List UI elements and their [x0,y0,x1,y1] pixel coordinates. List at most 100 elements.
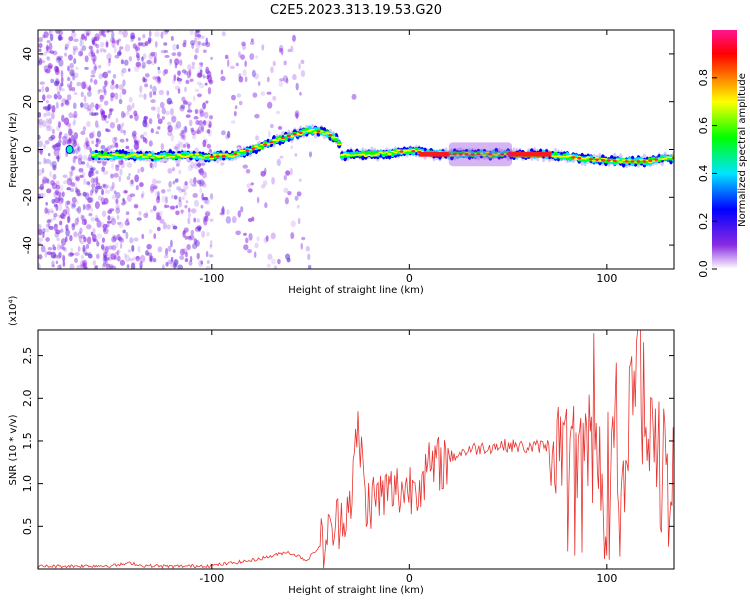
noise-speckle [81,234,86,239]
ridge-segment [488,155,493,157]
ridge-core [589,158,594,161]
noise-speckle [139,254,146,263]
noise-speckle [122,30,128,38]
noise-speckle [141,65,145,69]
ridge-segment [283,136,289,140]
noise-speckle [96,241,100,247]
noise-speckle [46,44,49,52]
noise-speckle [126,105,132,112]
noise-speckle [277,126,283,130]
ridge-segment [360,153,366,156]
noise-speckle [234,105,238,110]
noise-speckle [79,240,85,245]
noise-speckle [106,30,110,33]
noise-speckle [165,248,169,256]
noise-speckle [287,191,292,196]
noise-speckle [260,91,266,96]
noise-speckle [221,31,226,37]
ridge-band [419,151,449,157]
noise-speckle [300,59,305,65]
noise-speckle [62,140,67,146]
noise-speckle [65,228,71,237]
noise-speckle [60,238,67,246]
noise-speckle [187,217,191,225]
noise-speckle [86,224,92,230]
noise-speckle [283,187,289,194]
noise-speckle [77,145,81,153]
noise-speckle [70,73,75,78]
ridge-segment [485,151,490,154]
noise-speckle [163,255,169,259]
noise-speckle [237,210,241,218]
ridge-core [245,149,250,152]
noise-speckle [75,222,79,226]
noise-speckle [172,43,177,51]
noise-speckle [44,177,50,184]
noise-speckle [256,196,260,204]
noise-speckle [93,36,97,42]
ridge-segment [594,156,600,160]
noise-speckle [56,204,63,211]
noise-speckle [192,133,197,140]
noise-speckle [161,189,166,194]
noise-speckle [56,237,60,242]
noise-speckle [111,31,115,40]
noise-speckle [66,178,73,186]
noise-speckle [173,264,178,268]
noise-speckle [107,70,112,74]
noise-speckle [122,189,128,194]
noise-speckle [152,91,157,96]
noise-speckle [171,116,177,123]
noise-speckle [50,210,55,214]
noise-speckle [247,218,253,223]
noise-speckle [177,140,181,148]
noise-speckle [244,60,247,67]
noise-speckle [289,167,293,176]
noise-speckle [272,95,277,101]
noise-speckle [105,42,109,48]
noise-speckle [143,93,147,100]
ridge-segment [381,152,386,155]
noise-speckle [101,201,106,205]
x-tick-label: -100 [199,272,224,285]
noise-speckle [205,129,209,134]
ridge-segment [372,154,377,157]
ridge-core [280,136,285,140]
ridge-core [286,134,291,138]
noise-speckle [63,132,69,140]
noise-speckle [152,178,157,186]
noise-speckle [39,58,43,66]
noise-speckle [54,223,59,228]
noise-speckle [121,202,125,206]
noise-speckle [107,215,111,221]
ridge-core [298,131,303,134]
noise-speckle [154,76,161,83]
noise-speckle [187,109,193,113]
noise-speckle [157,191,160,199]
noise-speckle [115,164,120,172]
noise-speckle [245,168,251,174]
noise-speckle [150,183,155,192]
noise-speckle [189,255,193,262]
noise-speckle [127,68,131,72]
noise-speckle [49,50,55,54]
noise-speckle [295,82,299,91]
noise-speckle [169,205,176,210]
noise-speckle [77,231,82,239]
y-tick-label: 1.5 [21,432,34,450]
noise-speckle [135,255,140,260]
ridge-segment [194,153,200,156]
noise-speckle [55,260,59,265]
noise-speckle [92,260,96,266]
noise-speckle [245,237,249,244]
noise-speckle [183,190,187,197]
noise-speckle [92,238,96,243]
ridge-segment [129,154,135,157]
noise-speckle [113,141,119,146]
noise-speckle [49,161,54,167]
noise-speckle [123,112,127,118]
noise-speckle [84,218,87,226]
noise-speckle [95,176,99,184]
noise-speckle [97,185,103,190]
